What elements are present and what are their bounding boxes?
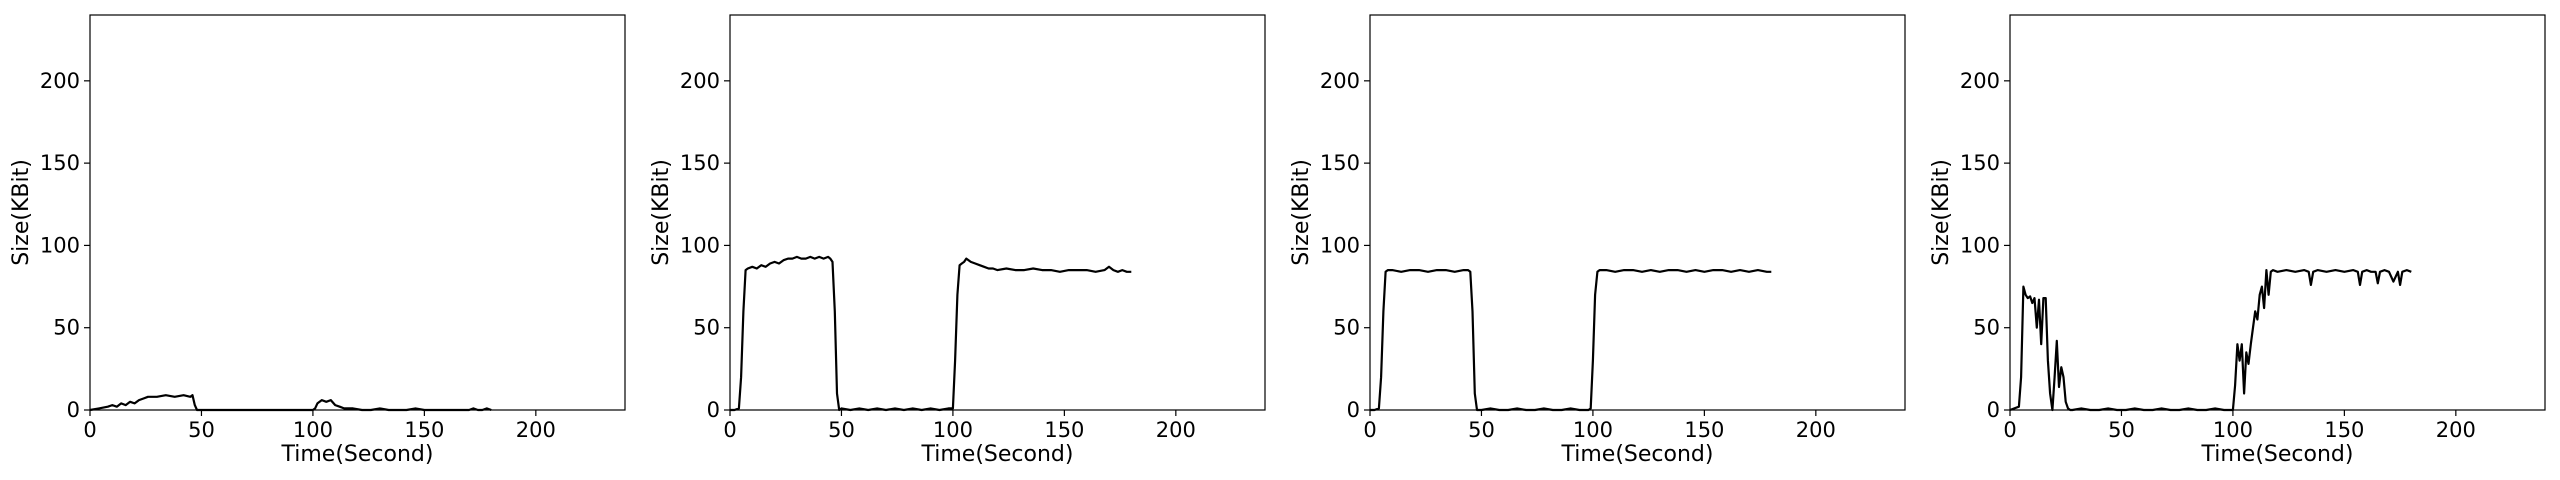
y-axis-label: Size(KBit) [649,159,674,266]
y-tick-label: 50 [693,316,720,340]
x-tick-label: 100 [1573,418,1613,442]
x-tick-label: 0 [1363,418,1376,442]
y-tick-label: 200 [1960,69,2000,93]
x-tick-label: 150 [2324,418,2364,442]
x-tick-label: 200 [1796,418,1836,442]
y-tick-label: 100 [1960,233,2000,257]
y-tick-label: 0 [67,398,80,422]
x-tick-label: 150 [1044,418,1084,442]
y-tick-label: 0 [707,398,720,422]
y-tick-label: 50 [1973,316,2000,340]
y-tick-label: 200 [1320,69,1360,93]
y-tick-label: 200 [40,69,80,93]
y-tick-label: 0 [1987,398,2000,422]
y-tick-label: 100 [1320,233,1360,257]
y-tick-label: 50 [53,316,80,340]
x-tick-label: 200 [2436,418,2476,442]
x-tick-label: 50 [188,418,215,442]
x-axis-label: Time(Second) [2201,442,2354,467]
chart-panel-2: 0 50 100 150 200 0 50 100 150 200 Time(Second) Size… [649,14,1266,467]
x-axis-label: Time(Second) [921,442,1074,467]
x-tick-label: 150 [1684,418,1724,442]
x-tick-label: 0 [83,418,96,442]
x-tick-label: 50 [2108,418,2135,442]
series-line-1 [2009,269,2412,412]
y-axis-label: Size(KBit) [1289,159,1314,266]
series-line-1 [730,255,1132,412]
x-axis-label: Time(Second) [1561,442,1714,467]
y-tick-label: 150 [40,151,80,175]
series-line-1 [1370,269,1772,412]
y-tick-label: 50 [1333,316,1360,340]
series-line-1 [89,394,492,412]
x-tick-label: 200 [516,418,556,442]
x-tick-label: 50 [828,418,855,442]
y-tick-label: 150 [1320,151,1360,175]
y-tick-label: 200 [680,69,720,93]
plot-frame [2009,14,2546,411]
y-axis-label: Size(KBit) [1929,159,1954,266]
y-tick-label: 100 [680,233,720,257]
y-tick-label: 150 [1960,151,2000,175]
x-axis-label: Time(Second) [281,442,434,467]
x-tick-label: 100 [933,418,973,442]
y-tick-label: 100 [40,233,80,257]
chart-panel-1: 0 50 100 150 200 0 50 100 150 200 Time(Second) Size… [9,14,626,467]
y-axis-label: Size(KBit) [9,159,34,266]
x-tick-label: 50 [1468,418,1495,442]
x-tick-label: 150 [404,418,444,442]
x-tick-label: 0 [2003,418,2016,442]
plot-frame [729,14,1266,411]
plot-frame [89,14,626,411]
chart-panel-4: 0 50 100 150 200 0 50 100 150 200 Time(Second) Size… [1929,14,2546,467]
x-tick-label: 100 [293,418,333,442]
x-tick-label: 0 [723,418,736,442]
y-tick-label: 150 [680,151,720,175]
x-tick-label: 200 [1156,418,1196,442]
chart-panel-3: 0 50 100 150 200 0 50 100 150 200 Time(Second) Size… [1289,14,1906,467]
y-tick-label: 0 [1347,398,1360,422]
plot-frame [1369,14,1906,411]
x-tick-label: 100 [2213,418,2253,442]
